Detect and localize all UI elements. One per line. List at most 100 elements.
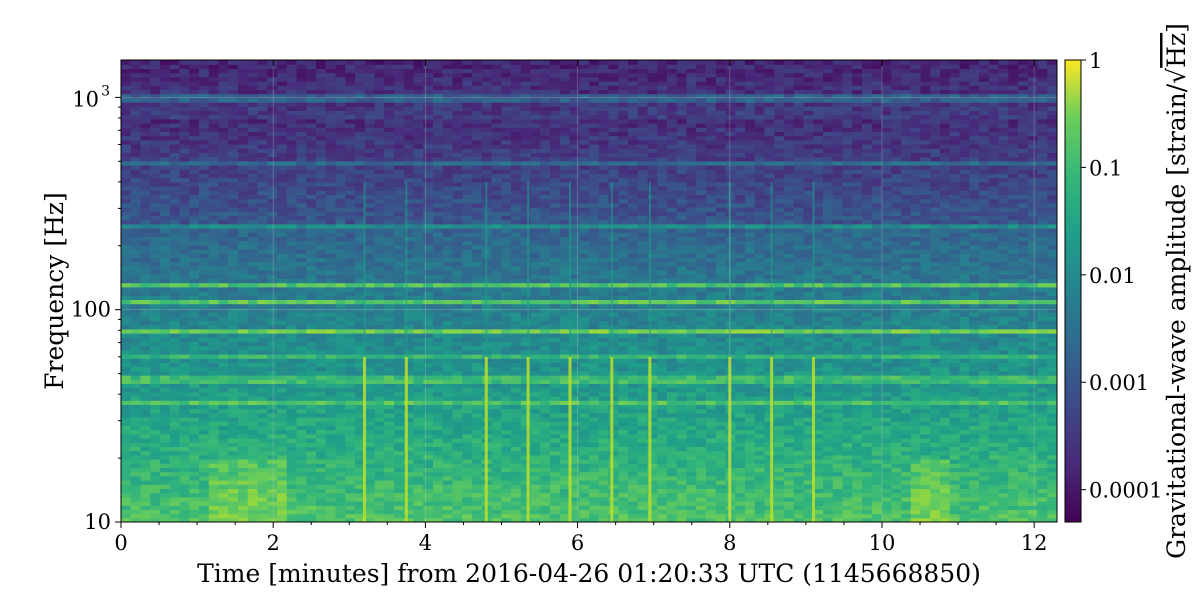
heatmap-cell (540, 475, 551, 481)
heatmap-cell (1008, 496, 1019, 502)
heatmap-cell (852, 412, 863, 418)
heatmap-cell (286, 471, 298, 477)
heatmap-cell (472, 316, 483, 321)
heatmap-cell (1018, 438, 1029, 443)
heatmap-cell (793, 375, 805, 380)
heatmap-cell (940, 433, 951, 439)
heatmap-cell (150, 505, 161, 510)
heatmap-cell (667, 463, 678, 468)
heatmap-cell (130, 379, 142, 384)
heatmap-cell (1027, 307, 1039, 313)
heatmap-cell (852, 513, 863, 519)
heatmap-cell (325, 341, 337, 347)
heatmap-cell (745, 404, 756, 410)
heatmap-cell (491, 366, 502, 372)
heatmap-cell (520, 307, 532, 313)
heatmap-cell (462, 316, 473, 321)
heatmap-cell (784, 312, 795, 317)
heatmap-cell (969, 303, 980, 309)
heatmap-cell (140, 349, 151, 355)
heatmap-cell (637, 333, 649, 338)
heatmap-cell (442, 333, 454, 338)
heatmap-cell (598, 480, 610, 485)
heatmap-cell (764, 333, 775, 338)
heatmap-cell (199, 442, 210, 447)
heatmap-cell (949, 370, 961, 376)
heatmap-cell (998, 387, 1009, 393)
heatmap-cell (979, 421, 990, 426)
heatmap-cell (1008, 438, 1019, 443)
heatmap-cell (286, 324, 298, 330)
heatmap-cell (608, 509, 619, 515)
heatmap-cell (296, 480, 307, 485)
heatmap-cell (296, 442, 307, 447)
heatmap-cell (862, 442, 873, 447)
heatmap-cell (949, 475, 961, 481)
heatmap-cell (501, 333, 512, 338)
heatmap-cell (891, 496, 902, 502)
heatmap-cell (296, 412, 307, 418)
heatmap-cell (618, 442, 629, 447)
heatmap-cell (901, 484, 912, 489)
heatmap-cell (793, 442, 805, 447)
heatmap-cell (169, 467, 181, 473)
heatmap-cell (384, 425, 395, 431)
heatmap-cell (871, 480, 883, 485)
heatmap-cell (784, 324, 795, 330)
heatmap-cell (228, 303, 239, 309)
heatmap-cell (364, 471, 376, 477)
heatmap-cell (959, 471, 970, 477)
heatmap-cell (793, 387, 805, 393)
heatmap-cell (735, 320, 746, 326)
heatmap-cell (140, 425, 151, 431)
heatmap-cell (442, 303, 454, 309)
heatmap-cell (862, 517, 873, 522)
heatmap-cell (335, 324, 346, 330)
heatmap-cell (403, 446, 415, 452)
heatmap-cell (823, 501, 834, 506)
heatmap-cell (823, 421, 834, 426)
heatmap-cell (862, 467, 873, 473)
heatmap-cell (247, 421, 259, 426)
heatmap-cell (442, 467, 454, 473)
heatmap-cell (910, 433, 922, 439)
heatmap-cell (793, 501, 805, 506)
heatmap-cell (325, 328, 337, 334)
heatmap-cell (998, 312, 1009, 317)
heatmap-cell (218, 517, 229, 522)
heatmap-cell (199, 480, 210, 485)
heatmap-cell (862, 320, 873, 326)
heatmap-cell (491, 383, 502, 389)
heatmap-cell (491, 408, 502, 414)
heatmap-cell (160, 379, 171, 384)
heatmap-cell (715, 387, 727, 393)
heatmap-cell (637, 509, 649, 515)
heatmap-cell (286, 492, 298, 498)
heatmap-cell (355, 387, 366, 393)
heatmap-cell (218, 408, 229, 414)
heatmap-cell (754, 484, 766, 489)
heatmap-cell (491, 307, 502, 313)
heatmap-cell (988, 496, 1000, 502)
heatmap-cell (140, 463, 151, 468)
heatmap-cell (589, 387, 600, 393)
heatmap-cell (618, 328, 629, 334)
heatmap-cell (842, 341, 853, 347)
heatmap-cell (257, 383, 268, 389)
heatmap-cell (335, 316, 346, 321)
heatmap-cell (306, 337, 317, 342)
heatmap-cell (930, 446, 941, 452)
heatmap-cell (530, 404, 541, 410)
heatmap-cell (842, 446, 853, 452)
heatmap-cell (1047, 517, 1057, 522)
heatmap-cell (608, 492, 619, 498)
heatmap-cell (881, 303, 892, 309)
heatmap-cell (823, 467, 834, 473)
heatmap-cell (1047, 412, 1057, 418)
heatmap-cell (247, 433, 259, 439)
heatmap-cell (530, 442, 541, 447)
heatmap-cell (179, 379, 190, 384)
heatmap-cell (647, 459, 658, 464)
heatmap-cell (296, 463, 307, 468)
heatmap-cell (657, 379, 668, 384)
